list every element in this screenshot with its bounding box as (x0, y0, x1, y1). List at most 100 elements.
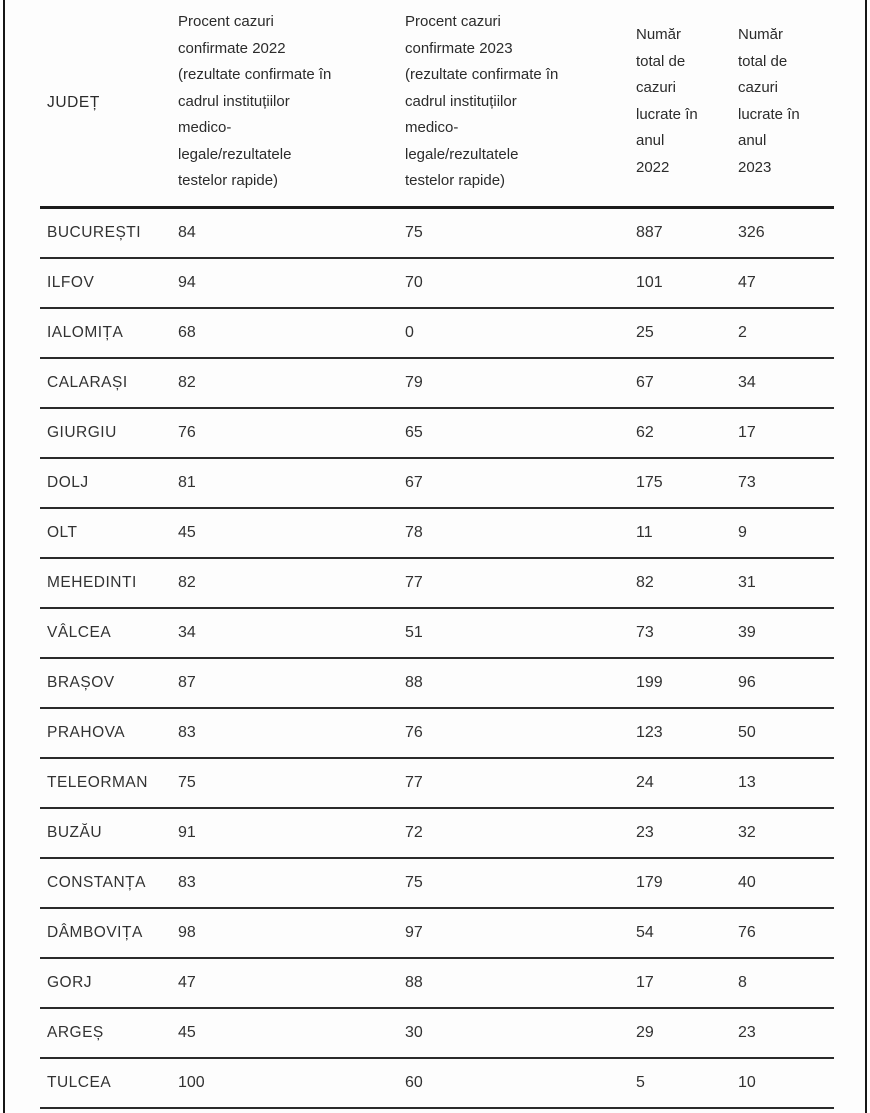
cell-judet: PRAHOVA (47, 724, 126, 741)
cell-numar-2022: 179 (636, 874, 663, 891)
cell-numar-2023: 76 (738, 924, 756, 941)
cell-procent-2023: 75 (405, 224, 423, 241)
cell-procent-2022: 100 (178, 1074, 205, 1091)
column-header-procent-confirmate-2023: Procent cazuri confirmate 2023 (rezultat… (405, 13, 559, 189)
column-header-numar-cazuri-2023: Număr total de cazuri lucrate în anul 20… (738, 26, 800, 176)
table-row: CALARAȘI 82 79 67 34 (40, 359, 834, 409)
cell-numar-2023: 96 (738, 674, 756, 691)
cell-procent-2023: 77 (405, 574, 423, 591)
table-row: ILFOV 94 70 101 47 (40, 259, 834, 309)
cell-numar-2023: 31 (738, 574, 756, 591)
column-header-judet: JUDEȚ (47, 93, 100, 111)
cell-numar-2023: 39 (738, 624, 756, 641)
table-header-row: JUDEȚ Procent cazuri confirmate 2022 (re… (40, 0, 834, 209)
cell-procent-2022: 94 (178, 274, 196, 291)
cell-numar-2022: 101 (636, 274, 663, 291)
table-row: BUCUREȘTI 84 75 887 326 (40, 209, 834, 259)
table-row: DOLJ 81 67 175 73 (40, 459, 834, 509)
cell-judet: DÂMBOVIȚA (47, 924, 143, 941)
cell-numar-2023: 17 (738, 424, 756, 441)
table-content: JUDEȚ Procent cazuri confirmate 2022 (re… (40, 0, 834, 1109)
table-row: ARGEȘ 45 30 29 23 (40, 1009, 834, 1059)
cell-judet: VÂLCEA (47, 624, 112, 641)
cell-procent-2023: 0 (405, 324, 414, 341)
cell-procent-2022: 84 (178, 224, 196, 241)
table-row: BUZĂU 91 72 23 32 (40, 809, 834, 859)
cell-numar-2023: 73 (738, 474, 756, 491)
cell-numar-2023: 47 (738, 274, 756, 291)
cell-procent-2022: 83 (178, 874, 196, 891)
cell-procent-2023: 70 (405, 274, 423, 291)
cell-judet: TELEORMAN (47, 774, 148, 791)
cell-procent-2022: 98 (178, 924, 196, 941)
cell-judet: BRAȘOV (47, 674, 115, 691)
cell-judet: ARGEȘ (47, 1024, 104, 1041)
cell-judet: GORJ (47, 974, 93, 991)
cell-numar-2023: 50 (738, 724, 756, 741)
cell-numar-2022: 175 (636, 474, 663, 491)
cell-procent-2022: 47 (178, 974, 196, 991)
cell-procent-2023: 88 (405, 674, 423, 691)
cell-numar-2022: 29 (636, 1024, 654, 1041)
cell-numar-2023: 8 (738, 974, 747, 991)
cell-judet: ILFOV (47, 274, 95, 291)
cell-procent-2022: 34 (178, 624, 196, 641)
cell-numar-2023: 34 (738, 374, 756, 391)
cell-numar-2022: 24 (636, 774, 654, 791)
cell-procent-2022: 82 (178, 374, 196, 391)
cell-procent-2023: 65 (405, 424, 423, 441)
cell-numar-2023: 2 (738, 324, 747, 341)
cell-judet: GIURGIU (47, 424, 117, 441)
cell-numar-2022: 67 (636, 374, 654, 391)
cell-procent-2022: 75 (178, 774, 196, 791)
cell-judet: TULCEA (47, 1074, 112, 1091)
column-header-procent-confirmate-2022: Procent cazuri confirmate 2022 (rezultat… (178, 13, 332, 189)
table-row: GORJ 47 88 17 8 (40, 959, 834, 1009)
cell-judet: CALARAȘI (47, 374, 128, 391)
cell-numar-2022: 23 (636, 824, 654, 841)
cell-procent-2022: 45 (178, 1024, 196, 1041)
cell-numar-2022: 887 (636, 224, 663, 241)
cell-numar-2023: 23 (738, 1024, 756, 1041)
cell-numar-2023: 40 (738, 874, 756, 891)
cell-procent-2023: 76 (405, 724, 423, 741)
cell-procent-2022: 81 (178, 474, 196, 491)
cell-procent-2023: 77 (405, 774, 423, 791)
cell-numar-2022: 199 (636, 674, 663, 691)
county-data-table: JUDEȚ Procent cazuri confirmate 2022 (re… (3, 0, 867, 1113)
table-body: BUCUREȘTI 84 75 887 326 ILFOV 94 70 101 … (40, 209, 834, 1109)
table-row: IALOMIȚA 68 0 25 2 (40, 309, 834, 359)
cell-numar-2023: 10 (738, 1074, 756, 1091)
table-row: DÂMBOVIȚA 98 97 54 76 (40, 909, 834, 959)
cell-numar-2022: 54 (636, 924, 654, 941)
cell-procent-2023: 60 (405, 1074, 423, 1091)
cell-numar-2022: 5 (636, 1074, 645, 1091)
cell-numar-2022: 62 (636, 424, 654, 441)
cell-numar-2022: 25 (636, 324, 654, 341)
cell-procent-2023: 75 (405, 874, 423, 891)
cell-judet: IALOMIȚA (47, 324, 124, 341)
cell-procent-2023: 72 (405, 824, 423, 841)
table-row: MEHEDINTI 82 77 82 31 (40, 559, 834, 609)
cell-numar-2023: 13 (738, 774, 756, 791)
cell-procent-2023: 88 (405, 974, 423, 991)
cell-numar-2022: 123 (636, 724, 663, 741)
cell-judet: BUZĂU (47, 824, 103, 841)
cell-numar-2023: 326 (738, 224, 765, 241)
table-row: OLT 45 78 11 9 (40, 509, 834, 559)
cell-procent-2023: 67 (405, 474, 423, 491)
table-row: TELEORMAN 75 77 24 13 (40, 759, 834, 809)
table-row: GIURGIU 76 65 62 17 (40, 409, 834, 459)
cell-procent-2022: 68 (178, 324, 196, 341)
cell-procent-2023: 97 (405, 924, 423, 941)
cell-numar-2022: 73 (636, 624, 654, 641)
table-row: PRAHOVA 83 76 123 50 (40, 709, 834, 759)
cell-procent-2023: 51 (405, 624, 423, 641)
cell-judet: BUCUREȘTI (47, 224, 142, 241)
cell-numar-2022: 11 (636, 524, 653, 541)
cell-numar-2022: 82 (636, 574, 654, 591)
cell-procent-2023: 30 (405, 1024, 423, 1041)
cell-numar-2023: 32 (738, 824, 756, 841)
table-row: CONSTANȚA 83 75 179 40 (40, 859, 834, 909)
cell-judet: OLT (47, 524, 78, 541)
